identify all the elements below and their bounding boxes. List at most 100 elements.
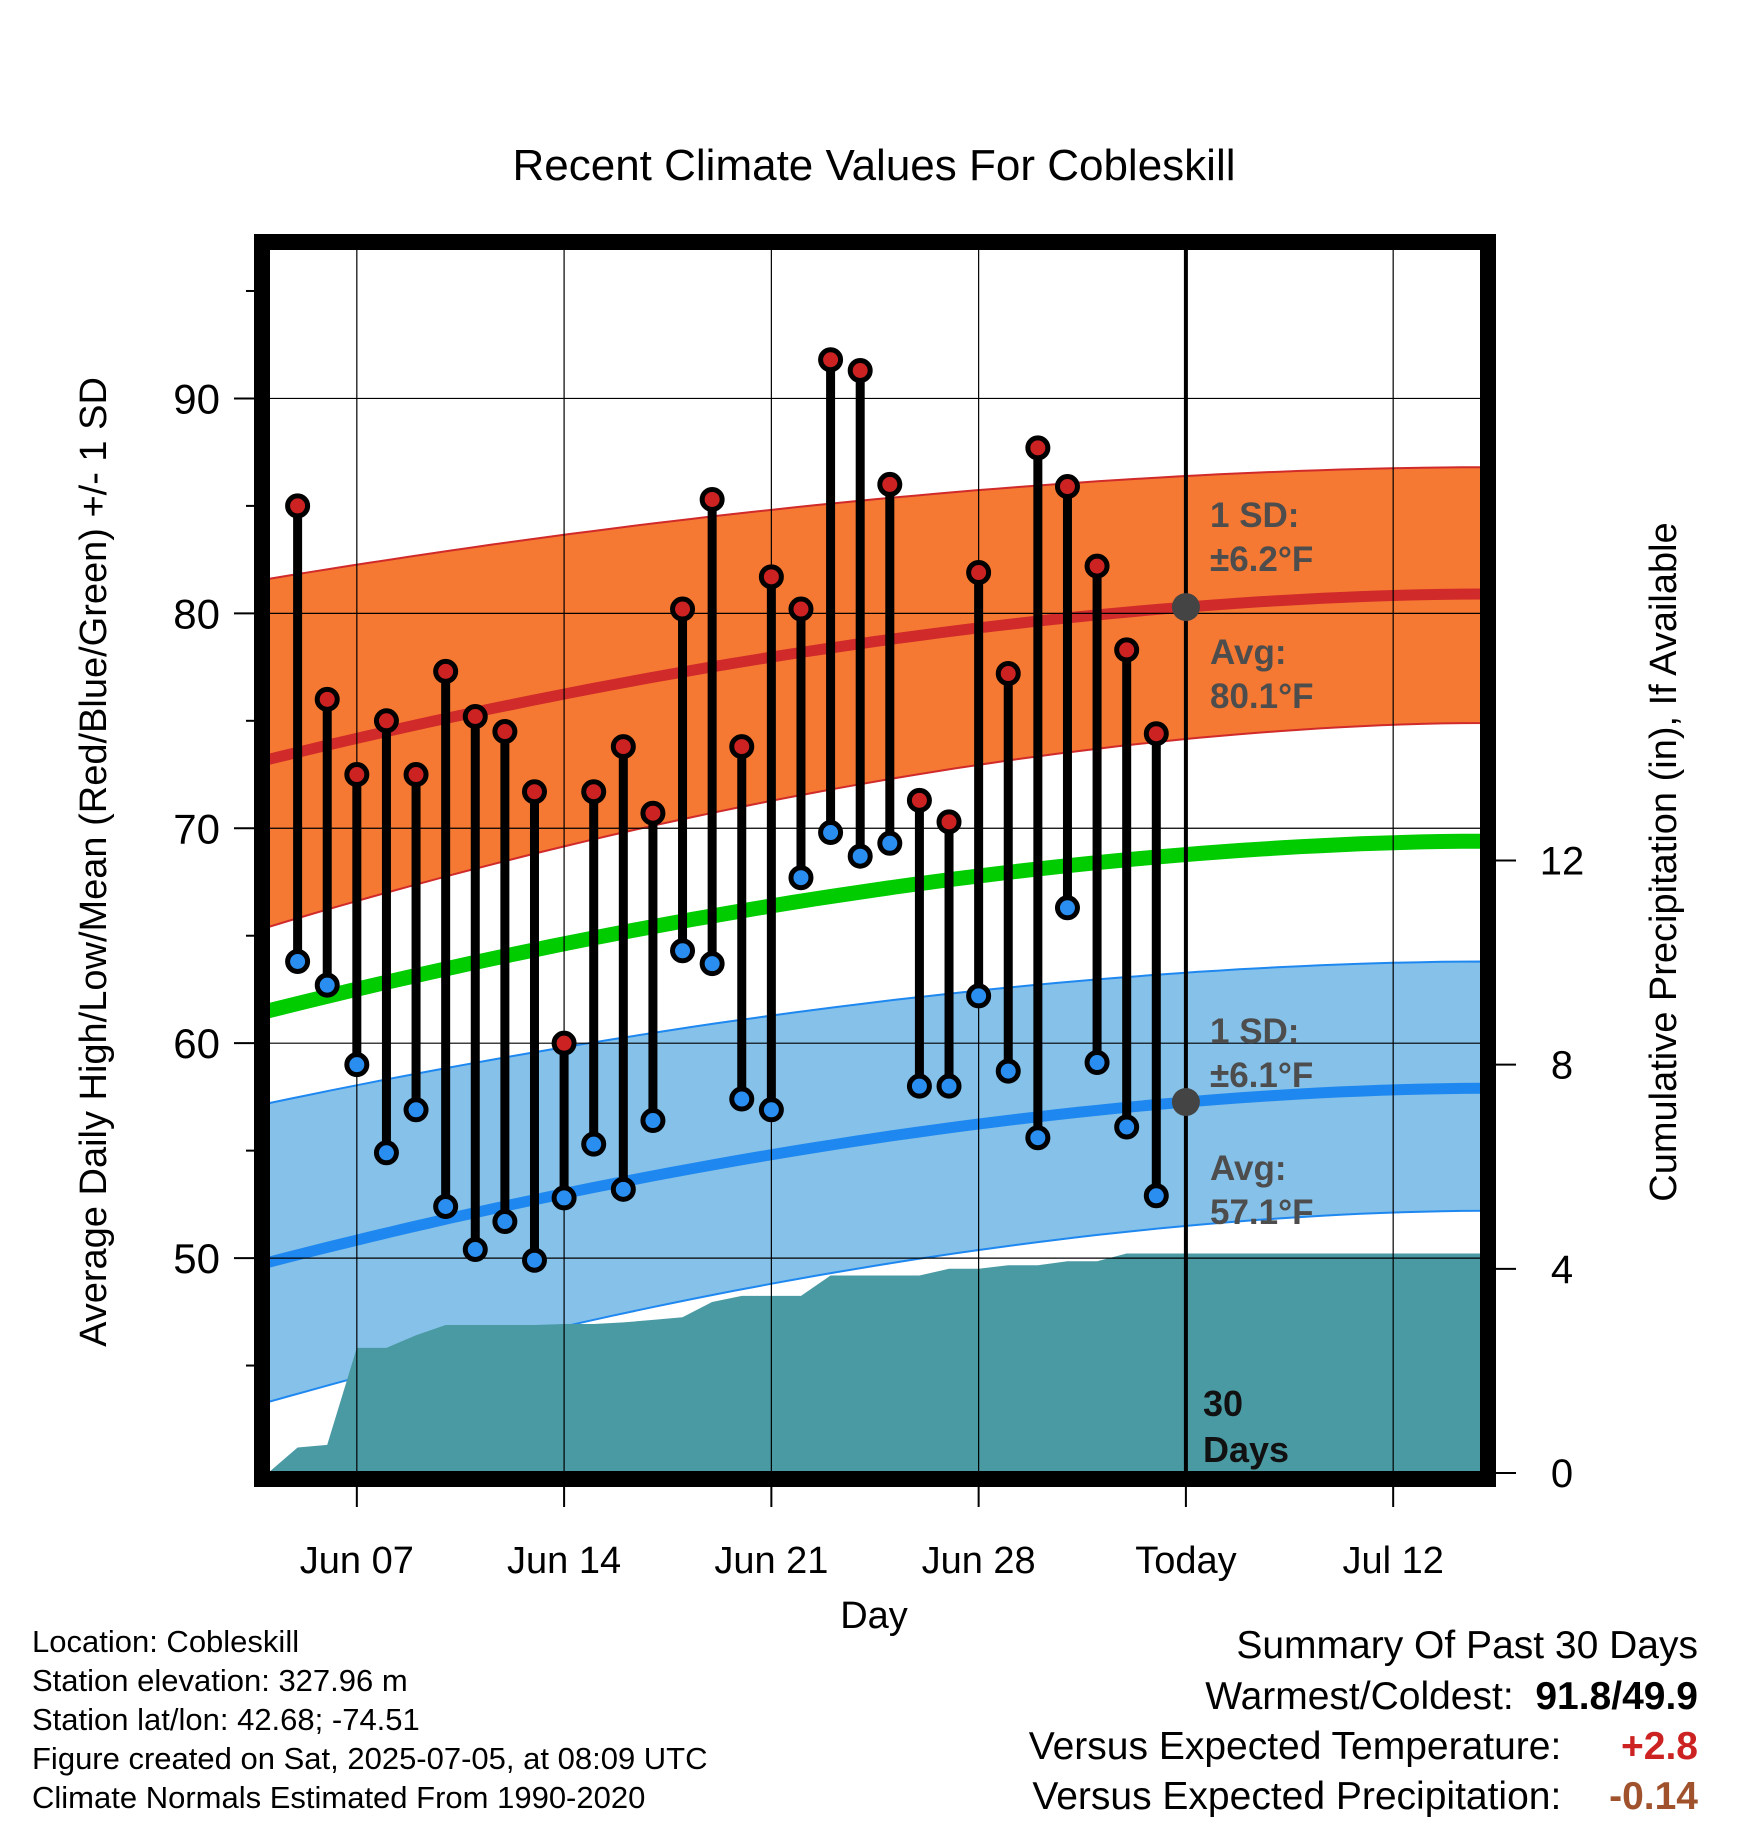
daily-low-point [995,1058,1021,1084]
daily-high-point [1025,435,1051,461]
daily-low-point [373,1140,399,1166]
today-low-normal-marker [1171,1088,1200,1117]
latlon-text: Station lat/lon: 42.68; -74.51 [32,1702,420,1737]
y-tick-label: 50 [173,1235,220,1282]
daily-low-point [966,983,992,1009]
daily-high-point [462,704,488,730]
daily-low-point [1054,895,1080,921]
daily-low-point [699,951,725,977]
y-right-tick-label: 0 [1551,1452,1573,1496]
daily-low-point [285,949,311,975]
daily-high-point [403,762,429,788]
daily-low-point [818,820,844,846]
elevation-text: Station elevation: 327.96 m [32,1663,408,1698]
low-avg-value: 57.1°F [1210,1193,1314,1232]
daily-low-point [462,1236,488,1262]
daily-low-point [758,1097,784,1123]
daily-high-point [373,708,399,734]
daily-high-point [1054,474,1080,500]
y-right-tick-label: 8 [1551,1044,1573,1088]
daily-low-point [521,1247,547,1273]
daily-low-point [906,1073,932,1099]
daily-high-point [1084,553,1110,579]
high-sd-label: 1 SD: [1210,496,1299,535]
summary-panel: Summary Of Past 30 Days Warmest/Coldest:… [1029,1620,1698,1822]
daily-low-point [640,1108,666,1134]
daily-high-point [847,358,873,383]
precip-label: Versus Expected Precipitation: [1032,1775,1562,1818]
daily-high-point [995,661,1021,687]
mean-normal-line [266,833,1483,1019]
high-sd-value: ±6.2°F [1210,540,1313,579]
daily-high-point [906,787,932,813]
daily-low-point [1114,1114,1140,1140]
low-normal-line [266,1082,1483,1268]
normals-text: Climate Normals Estimated From 1990-2020 [32,1780,646,1815]
daily-low-point [433,1194,459,1220]
daily-high-point [1143,721,1169,747]
daily-low-point [877,830,903,856]
y-right-tick-label: 4 [1551,1248,1573,1292]
daily-low-point [1025,1125,1051,1151]
summary-precip: Versus Expected Precipitation: -0.14 [1029,1772,1698,1822]
daily-high-point [818,347,844,373]
daily-low-point [670,938,696,964]
low-sd-value: ±6.1°F [1210,1056,1313,1095]
x-tick-label: Jun 21 [714,1540,828,1582]
warmest-coldest-value: 91.8/49.9 [1535,1675,1698,1718]
today-days-label-unit: Days [1203,1429,1289,1470]
daily-high-point [433,658,459,684]
daily-low-point [403,1097,429,1123]
precipitation-area [268,1253,1482,1473]
y-axis-label-right: Cumulative Precipitation (in), If Availa… [1643,522,1685,1201]
daily-low-point [1084,1050,1110,1076]
y-tick-label: 90 [173,375,220,422]
high-avg-value: 80.1°F [1210,677,1314,716]
daily-high-point [936,809,962,835]
daily-high-point [285,493,311,519]
daily-high-point [788,596,814,622]
x-tick-label: Jun 28 [922,1540,1036,1582]
daily-high-point [966,560,992,586]
plot-frame [254,234,1496,1487]
summary-temp: Versus Expected Temperature: +2.8 [1029,1722,1698,1772]
today-days-label-number: 30 [1203,1383,1243,1424]
daily-low-point [1143,1183,1169,1209]
daily-high-point [314,686,340,712]
daily-high-point [610,734,636,760]
precip-value: -0.14 [1609,1775,1698,1818]
y-tick-label: 80 [173,590,220,637]
y-tick-label: 60 [173,1020,220,1067]
daily-low-point [936,1073,962,1099]
x-tick-label: Jun 14 [507,1540,621,1582]
daily-high-point [521,779,547,805]
daily-low-point [610,1176,636,1202]
low-avg-label: Avg: [1210,1149,1286,1188]
chart-title: Recent Climate Values For Cobleskill [512,141,1235,190]
daily-high-point [1114,637,1140,663]
y-tick-label: 70 [173,805,220,852]
summary-warmest-coldest: Warmest/Coldest: 91.8/49.9 [1029,1672,1698,1722]
daily-low-point [551,1185,577,1211]
x-tick-label: Jul 12 [1342,1540,1443,1582]
daily-low-point [344,1052,370,1078]
daily-high-point [551,1030,577,1056]
temp-label: Versus Expected Temperature: [1028,1725,1562,1768]
daily-high-point [699,486,725,512]
daily-high-point [877,471,903,497]
daily-high-point [581,779,607,805]
y-axis-label: Average Daily High/Low/Mean (Red/Blue/Gr… [73,377,115,1347]
warmest-coldest-label: Warmest/Coldest: [1205,1675,1514,1718]
x-tick-label: Jun 07 [300,1540,414,1582]
location-text: Location: Cobleskill [32,1624,300,1659]
station-info: Location: Cobleskill Station elevation: … [32,1622,708,1817]
daily-low-point [788,865,814,891]
daily-low-point [847,843,873,869]
today-high-normal-marker [1171,593,1200,622]
daily-low-point [492,1209,518,1235]
daily-high-point [344,762,370,788]
daily-low-point [314,972,340,998]
high-avg-label: Avg: [1210,633,1286,672]
daily-low-point [729,1086,755,1112]
